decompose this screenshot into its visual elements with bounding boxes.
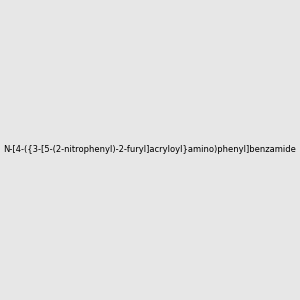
Text: N-[4-({3-[5-(2-nitrophenyl)-2-furyl]acryloyl}amino)phenyl]benzamide: N-[4-({3-[5-(2-nitrophenyl)-2-furyl]acry… xyxy=(4,146,296,154)
